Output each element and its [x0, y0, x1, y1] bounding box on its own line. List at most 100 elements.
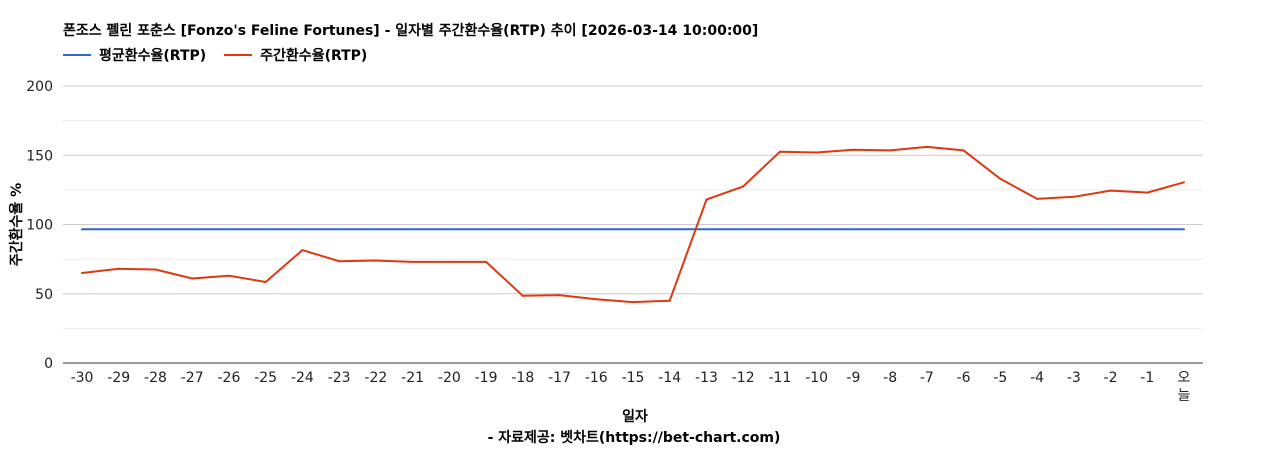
data-point-0 [1036, 228, 1039, 231]
data-point-0 [595, 228, 598, 231]
x-tick-label: -12 [732, 370, 755, 386]
x-tick-label: -26 [217, 370, 240, 386]
data-point-1 [1072, 195, 1075, 198]
data-point-1 [374, 259, 377, 262]
data-point-1 [705, 198, 708, 201]
data-point-0 [301, 228, 304, 231]
x-tick-label: -3 [1067, 370, 1081, 386]
legend-item-average[interactable]: 평균환수율(RTP) [63, 45, 206, 65]
y-tick-label: 0 [44, 356, 53, 372]
data-point-1 [411, 260, 414, 263]
x-axis-ticks: -30 -29 -28 -27 -26 -25 -24 -23 -22 -21 -20 -19 -18-… [71, 370, 1191, 404]
x-tick-label: -6 [957, 370, 971, 386]
data-point-1 [1036, 197, 1039, 200]
y-tick-label: 100 [26, 218, 53, 234]
data-point-0 [889, 228, 892, 231]
x-tick-label: -7 [920, 370, 934, 386]
x-tick-label: -21 [401, 370, 424, 386]
x-axis-title: 일자 [622, 409, 648, 425]
x-tick-label: -20 [438, 370, 461, 386]
data-point-1 [227, 274, 230, 277]
data-point-1 [301, 249, 304, 252]
data-point-1 [925, 145, 928, 148]
data-point-1 [1146, 191, 1149, 194]
data-point-0 [668, 228, 671, 231]
data-point-0 [852, 228, 855, 231]
data-point-1 [632, 301, 634, 304]
x-tick-label: -13 [695, 370, 718, 386]
x-tick-label: -17 [548, 370, 571, 386]
data-point-0 [338, 228, 341, 231]
data-point-0 [191, 228, 194, 231]
data-point-1 [558, 294, 561, 297]
data-point-1 [668, 299, 671, 302]
x-tick-label: -22 [364, 370, 387, 386]
chart-title: 폰조스 펠린 포춘스 [Fonzo's Feline Fortunes] - 일… [63, 23, 759, 39]
y-tick-label: 150 [26, 148, 53, 164]
x-tick-label: -23 [328, 370, 351, 386]
grid-lines [63, 85, 1203, 329]
data-point-0 [815, 228, 818, 231]
data-point-1 [521, 294, 524, 297]
legend-label-average: 평균환수율(RTP) [99, 48, 207, 64]
data-point-1 [191, 277, 194, 280]
data-point-0 [264, 228, 267, 231]
data-point-0 [962, 228, 965, 231]
data-point-0 [227, 228, 230, 231]
data-point-1 [778, 150, 781, 153]
data-point-1 [742, 185, 745, 188]
data-point-1 [117, 267, 120, 270]
legend-label-weekly: 주간환수율(RTP) [260, 48, 368, 64]
data-point-0 [1146, 228, 1149, 231]
legend-swatch-weekly [224, 54, 253, 56]
data-point-0 [742, 228, 745, 231]
x-tick-label: -16 [585, 370, 608, 386]
data-source-footer: - 자료제공: 벳차트(https://bet-chart.com) [487, 430, 781, 446]
data-point-0 [448, 228, 451, 231]
x-tick-label: -2 [1104, 370, 1118, 386]
y-tick-label: 50 [35, 287, 53, 303]
x-tick-label: -29 [107, 370, 130, 386]
x-tick-label: -1 [1140, 370, 1154, 386]
data-point-0 [778, 228, 781, 231]
data-point-0 [999, 228, 1002, 231]
data-point-1 [852, 148, 855, 151]
data-point-0 [925, 228, 928, 231]
x-tick-label: -9 [846, 370, 860, 386]
x-tick-label: -19 [475, 370, 498, 386]
data-point-1 [889, 149, 892, 152]
data-point-0 [485, 228, 488, 231]
x-tick-label: -30 [71, 370, 94, 386]
data-point-1 [448, 260, 451, 263]
data-point-1 [962, 149, 965, 152]
data-point-1 [338, 260, 341, 263]
data-point-1 [1109, 189, 1112, 192]
legend: 평균환수율(RTP) 주간환수율(RTP) [63, 45, 385, 65]
data-point-1 [485, 260, 488, 263]
data-point-1 [999, 177, 1002, 180]
x-tick-label: -24 [291, 370, 314, 386]
x-tick-label: -25 [254, 370, 277, 386]
x-tick-label: -18 [511, 370, 534, 386]
data-point-0 [558, 228, 561, 231]
data-point-1 [264, 280, 267, 283]
data-point-1 [815, 151, 818, 154]
data-point-0 [705, 228, 708, 231]
series-lines [81, 145, 1185, 304]
legend-swatch-average [63, 54, 91, 56]
legend-item-weekly[interactable]: 주간환수율(RTP) [224, 45, 367, 65]
x-tick-label: -11 [768, 370, 791, 386]
y-axis-title: 주간환수율 % [8, 183, 25, 266]
data-point-0 [374, 228, 377, 231]
data-point-0 [117, 228, 120, 231]
y-axis-ticks: 0 50 100 150 200 [26, 79, 53, 372]
y-tick-label: 200 [26, 79, 53, 95]
x-tick-label: -15 [622, 370, 645, 386]
data-point-0 [632, 228, 634, 231]
x-tick-label: -8 [883, 370, 897, 386]
data-point-1 [1183, 181, 1185, 184]
data-point-0 [1072, 228, 1075, 231]
data-point-1 [595, 298, 598, 301]
